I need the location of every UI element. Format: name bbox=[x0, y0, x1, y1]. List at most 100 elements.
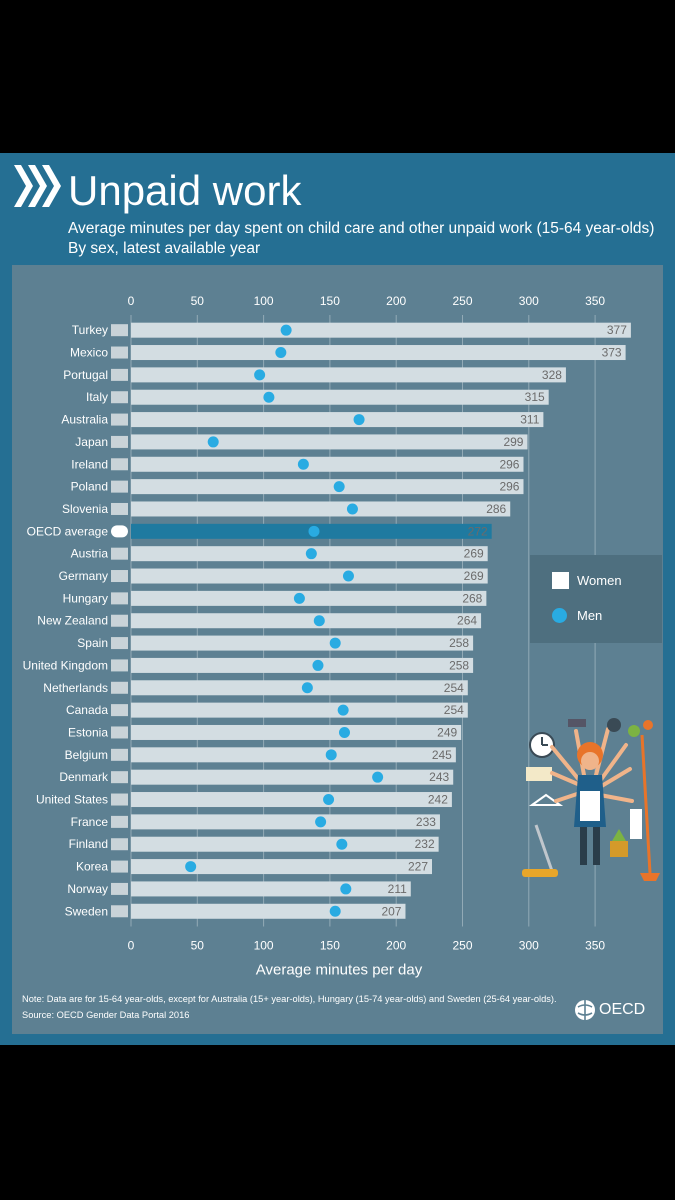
flag-icon bbox=[111, 748, 128, 761]
women-value-label: 258 bbox=[449, 658, 469, 672]
men-dot bbox=[305, 548, 317, 560]
women-bar bbox=[131, 747, 456, 763]
men-dot bbox=[185, 861, 197, 873]
men-dot bbox=[340, 883, 352, 895]
women-value-label: 243 bbox=[429, 770, 449, 784]
flag-icon bbox=[111, 502, 128, 515]
men-dot bbox=[275, 347, 287, 359]
country-label: Korea bbox=[76, 860, 108, 874]
flag-icon bbox=[111, 346, 128, 359]
flag-icon bbox=[111, 547, 128, 560]
women-bar bbox=[131, 613, 482, 629]
women-bar bbox=[131, 434, 528, 450]
country-label: Portugal bbox=[63, 368, 108, 382]
multitasking-woman-illustration-icon bbox=[522, 718, 660, 881]
men-dot bbox=[207, 436, 219, 448]
women-bar bbox=[131, 769, 454, 785]
x-tick-label-bottom: 350 bbox=[585, 938, 605, 952]
men-dot bbox=[336, 838, 348, 850]
country-label: Hungary bbox=[63, 591, 108, 605]
women-bar bbox=[131, 322, 631, 338]
women-value-label: 258 bbox=[449, 636, 469, 650]
women-swatch-icon bbox=[552, 572, 569, 589]
women-bar bbox=[131, 367, 566, 383]
flag-icon bbox=[111, 458, 128, 471]
footnote: Note: Data are for 15-64 year-olds, exce… bbox=[22, 994, 557, 1004]
flag-icon bbox=[111, 570, 128, 583]
women-bar bbox=[131, 792, 452, 808]
x-axis-label: Average minutes per day bbox=[256, 961, 423, 978]
x-tick-label-bottom: 50 bbox=[191, 938, 205, 952]
women-value-label: 315 bbox=[525, 390, 545, 404]
flag-icon bbox=[111, 860, 128, 873]
flag-icon bbox=[111, 614, 128, 627]
country-label: New Zealand bbox=[37, 614, 108, 628]
country-label: Netherlands bbox=[43, 681, 108, 695]
country-label: Belgium bbox=[65, 748, 108, 762]
legend: Women Men bbox=[530, 555, 662, 643]
oecd-globe-icon bbox=[575, 1000, 595, 1020]
women-value-label: 233 bbox=[416, 815, 436, 829]
flag-icon bbox=[111, 391, 128, 404]
women-bar bbox=[131, 903, 406, 919]
x-tick-label-bottom: 250 bbox=[452, 938, 472, 952]
flag-icon bbox=[111, 413, 128, 426]
men-dot bbox=[325, 749, 337, 761]
flag-icon bbox=[111, 726, 128, 739]
country-label: France bbox=[71, 815, 109, 829]
women-value-label: 286 bbox=[486, 502, 506, 516]
flag-icon bbox=[111, 681, 128, 694]
country-label: Norway bbox=[67, 882, 108, 896]
x-tick-label-top: 300 bbox=[519, 294, 539, 308]
x-tick-label-top: 200 bbox=[386, 294, 406, 308]
country-label: Slovenia bbox=[62, 502, 108, 516]
oecd-chevrons-icon bbox=[14, 165, 61, 207]
women-value-label: 232 bbox=[415, 837, 435, 851]
men-dot bbox=[372, 771, 384, 783]
men-dot bbox=[308, 525, 320, 537]
women-value-label: 296 bbox=[499, 457, 519, 471]
men-dot bbox=[263, 391, 275, 403]
women-value-label: 311 bbox=[520, 413, 539, 427]
women-value-label: 227 bbox=[408, 860, 428, 874]
legend-item-men: Men bbox=[552, 608, 602, 623]
country-label: Spain bbox=[77, 636, 108, 650]
women-value-label: 299 bbox=[503, 435, 523, 449]
women-bar bbox=[131, 568, 488, 584]
flag-icon bbox=[111, 480, 128, 493]
country-label: Austria bbox=[71, 547, 109, 561]
women-bar bbox=[131, 456, 524, 472]
legend-item-women: Women bbox=[552, 572, 622, 589]
country-label: Ireland bbox=[71, 457, 108, 471]
subtitle: Average minutes per day spent on child c… bbox=[68, 220, 655, 237]
women-bar bbox=[131, 836, 439, 852]
x-tick-label-top: 150 bbox=[320, 294, 340, 308]
country-label: OECD average bbox=[27, 524, 109, 538]
women-value-label: 264 bbox=[457, 614, 477, 628]
bar-chart: 377 Turkey 373 Mexico 328 Portugal 315 Italy 311… bbox=[23, 294, 631, 978]
men-dot bbox=[301, 682, 313, 694]
country-label: Germany bbox=[59, 569, 108, 583]
country-label: Mexico bbox=[70, 346, 108, 360]
men-dot bbox=[333, 481, 345, 493]
country-label: Japan bbox=[75, 435, 108, 449]
women-value-label: 254 bbox=[444, 681, 464, 695]
legend-label-women: Women bbox=[577, 573, 622, 588]
x-tick-label-bottom: 150 bbox=[320, 938, 340, 952]
country-label: Australia bbox=[61, 413, 108, 427]
infographic-card: Unpaid work Average minutes per day spen… bbox=[0, 153, 675, 1045]
men-dot bbox=[293, 592, 305, 604]
women-value-label: 328 bbox=[542, 368, 562, 382]
flag-icon bbox=[111, 525, 128, 538]
men-dot bbox=[329, 905, 341, 917]
women-value-label: 249 bbox=[437, 725, 457, 739]
women-value-label: 245 bbox=[432, 748, 452, 762]
men-dot bbox=[280, 324, 292, 336]
men-dot bbox=[315, 816, 327, 828]
flag-icon bbox=[111, 793, 128, 806]
x-tick-label-bottom: 200 bbox=[386, 938, 406, 952]
page-title: Unpaid work bbox=[68, 167, 302, 214]
flag-icon bbox=[111, 659, 128, 672]
women-value-label: 242 bbox=[428, 793, 448, 807]
flag-icon bbox=[111, 815, 128, 828]
